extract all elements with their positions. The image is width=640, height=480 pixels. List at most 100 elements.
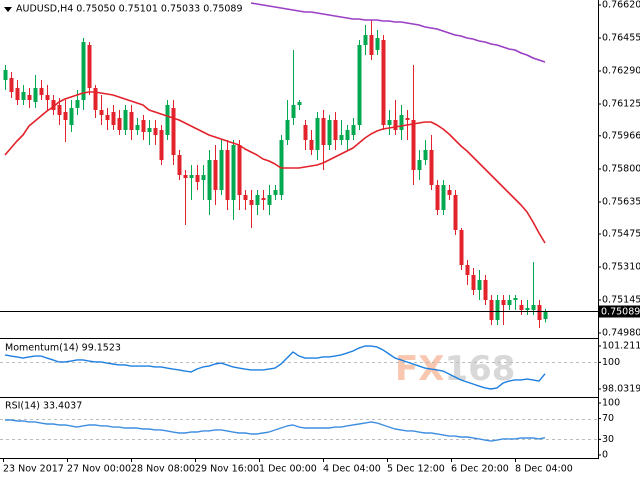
candle-body	[201, 175, 206, 180]
candle-body	[183, 175, 188, 178]
candle-body	[141, 120, 146, 132]
candle-body	[309, 140, 314, 150]
x-tick-label: 6 Dec 20:00	[451, 464, 509, 475]
candle-body	[261, 198, 266, 200]
candle-body	[339, 135, 344, 140]
candle-body	[243, 195, 248, 200]
y-tick-label: 0.75310	[602, 262, 640, 273]
candle-body	[417, 160, 422, 170]
candle-body	[267, 195, 272, 205]
candle-body	[537, 305, 542, 320]
candle-body	[273, 190, 278, 195]
candle-body	[93, 88, 98, 110]
frame	[0, 0, 599, 459]
y-tick-label: 0.75966	[602, 130, 640, 141]
candle-body	[423, 150, 428, 160]
candle-body	[333, 120, 338, 140]
candle-body	[297, 102, 302, 105]
candle-body	[489, 300, 494, 320]
y-tick-label: 98.0319	[602, 383, 640, 394]
x-tick-label: 23 Nov 2017	[3, 464, 64, 475]
candle-body	[249, 200, 254, 205]
candle-body	[159, 130, 164, 160]
watermark-number: 168	[444, 349, 515, 389]
candle-body	[87, 45, 92, 88]
candle-body	[27, 95, 32, 100]
candle-body	[15, 88, 20, 100]
candle-body	[147, 128, 152, 132]
y-tick-label: 100	[602, 357, 620, 368]
candle-body	[171, 108, 176, 155]
x-tick-label: 28 Nov 08:00	[131, 464, 195, 475]
candle-body	[75, 100, 80, 108]
candle-body	[501, 300, 506, 305]
candle-body	[63, 112, 68, 120]
candle-body	[255, 195, 260, 205]
candle-body	[435, 185, 440, 210]
candle-body	[477, 280, 482, 290]
candle-body	[303, 125, 308, 140]
candle-body	[9, 78, 14, 92]
indicator-line	[250, 2, 546, 63]
x-tick-label: 4 Dec 04:00	[323, 464, 381, 475]
y-tick-label: 0.76455	[602, 33, 640, 44]
x-tick-label: 8 Dec 04:00	[515, 464, 573, 475]
indicator-line	[4, 345, 546, 390]
y-tick-label: 100	[602, 397, 620, 408]
y-tick-label: 0.75800	[602, 164, 640, 175]
candle-body	[357, 45, 362, 125]
candle-body	[219, 150, 224, 190]
candle-body	[381, 40, 386, 125]
candle-body	[291, 105, 296, 118]
candle-body	[375, 38, 380, 50]
y-tick-label: 0.76620	[602, 0, 640, 11]
candle-body	[99, 110, 104, 115]
y-tick-label: 0.76290	[602, 66, 640, 77]
candle-body	[153, 128, 158, 135]
candle-body	[123, 110, 128, 130]
y-tick-label: 0	[602, 449, 608, 460]
candle-body	[321, 118, 326, 145]
candle-body	[21, 92, 26, 100]
candle-body	[471, 275, 476, 290]
candle-body	[165, 105, 170, 135]
candle-body	[189, 175, 194, 178]
watermark: FX168	[395, 349, 515, 389]
candle-body	[45, 95, 50, 100]
candle-body	[327, 120, 332, 145]
candle-body	[519, 305, 524, 310]
candle-body	[399, 115, 404, 130]
indicator-line	[4, 91, 546, 244]
candle-body	[387, 120, 392, 125]
indicator-title: RSI(14) 33.4037	[5, 401, 82, 412]
candle-body	[453, 195, 458, 230]
candle-body	[531, 305, 536, 310]
current-price-label: 0.75089	[601, 307, 640, 318]
y-tick-label: 0.75145	[602, 295, 640, 306]
candle-body	[225, 150, 230, 200]
candle-body	[507, 300, 512, 305]
candle-body	[195, 175, 200, 182]
candle-body	[363, 35, 368, 45]
y-tick-label: 70	[602, 413, 614, 424]
candle-body	[39, 88, 44, 95]
candle-body	[33, 88, 38, 102]
candle-body	[135, 125, 140, 130]
candle-body	[465, 265, 470, 275]
candle-body	[177, 155, 182, 175]
candle-body	[315, 118, 320, 150]
candle-body	[57, 105, 62, 115]
candle-body	[513, 298, 518, 300]
candle-body	[447, 190, 452, 195]
candle-body	[459, 230, 464, 265]
y-tick-label: 30	[602, 434, 614, 445]
watermark-fx: FX	[395, 349, 444, 389]
candle-body	[483, 280, 488, 300]
candle-body	[393, 120, 398, 130]
chart-header: AUDUSD,H4 0.75050 0.75101 0.75033 0.7508…	[16, 4, 243, 15]
candle-body	[525, 308, 530, 310]
candle-body	[51, 100, 56, 110]
x-tick-label: 27 Nov 00:00	[67, 464, 131, 475]
y-tick-label: 101.2117	[602, 340, 640, 351]
